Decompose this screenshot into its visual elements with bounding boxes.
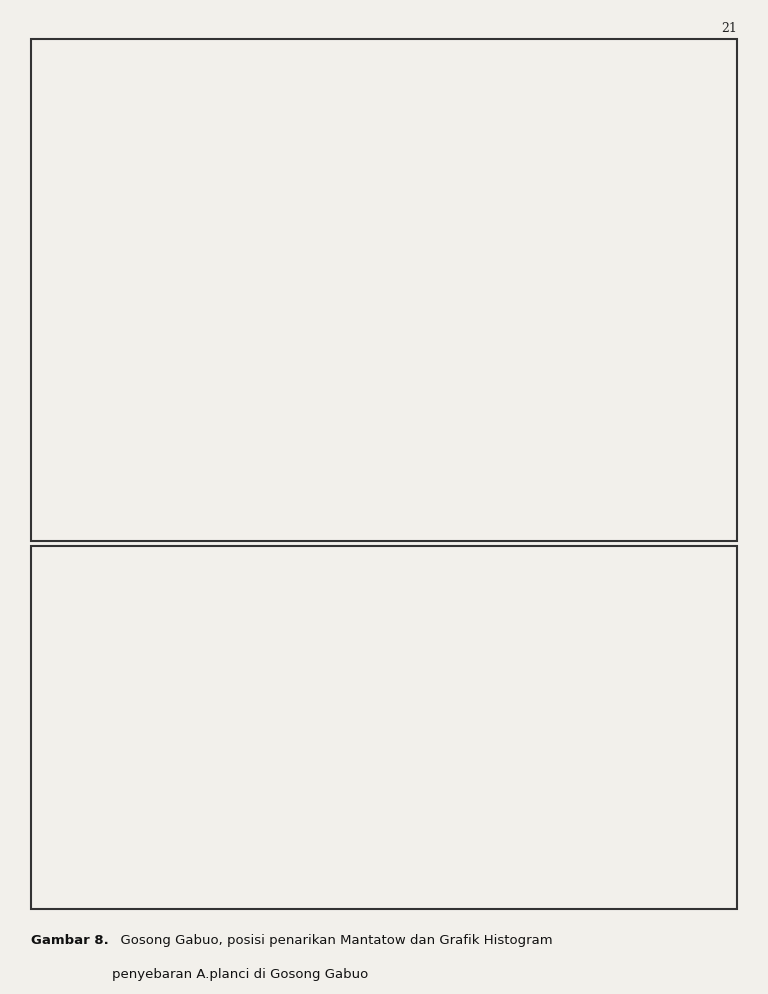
Text: GABUO: GABUO [223,309,263,319]
Text: 2: 2 [335,413,341,422]
Bar [184,618,220,840]
Text: penyebaran A.planci di Gosong Gabuo: penyebaran A.planci di Gosong Gabuo [112,966,368,980]
Bar [350,745,387,840]
Text: C: C [601,111,618,133]
Text: 1  -  9: 1 - 9 [73,533,121,543]
Text: : POSISI PENARIKAN MANTATOW: : POSISI PENARIKAN MANTATOW [169,533,351,543]
Text: di Gosong Gabuo: di Gosong Gabuo [275,554,423,572]
Text: A.planci: A.planci [177,554,243,572]
Polygon shape [127,124,334,460]
Text: 1: 1 [281,104,287,114]
Bar [223,387,315,448]
Polygon shape [482,40,737,542]
Text: BUNG HATTA: BUNG HATTA [473,203,535,213]
Bar [31,547,737,910]
Text: penyebaran: penyebaran [66,554,170,572]
Legend: COT: COT [558,592,624,616]
Text: u: u [339,309,345,319]
Text: l: l [114,175,117,185]
Bar [573,714,609,840]
Bar [619,211,728,317]
Text: LAP.: LAP. [659,223,687,236]
Text: 9: 9 [220,470,226,481]
Bar [169,400,223,448]
Polygon shape [215,295,334,412]
Text: UNIVERSITAS: UNIVERSITAS [473,174,541,184]
Text: : LOKASI  STASIUN: : LOKASI STASIUN [169,506,283,516]
Text: 4: 4 [112,431,118,441]
Bar [240,776,276,840]
Bar [406,650,442,840]
Bar [128,586,164,840]
Text: BO: BO [662,257,685,271]
Text: KELILING GOSONG : ± 194 M: KELILING GOSONG : ± 194 M [73,527,242,537]
Text: LA: LA [664,295,684,309]
Text: 21: 21 [721,22,737,35]
Polygon shape [215,130,284,295]
Text: 5: 5 [312,458,318,468]
X-axis label: Nomor Manta-Tow: Nomor Manta-Tow [310,869,428,882]
Text: : PECAHAN OMBAK: : PECAHAN OMBAK [169,521,270,531]
Text: GS: GS [180,309,196,319]
Bar [559,98,660,146]
Bar [31,40,737,542]
Bar [546,87,683,158]
Text: Gosong Gabuo, posisi penarikan Mantatow dan Grafik Histogram: Gosong Gabuo, posisi penarikan Mantatow … [112,933,553,946]
Text: 7: 7 [112,364,118,374]
Y-axis label: Jumlah Individu: Jumlah Individu [71,665,84,761]
Bar [73,507,98,516]
Text: 3: 3 [331,248,337,257]
Text: Gambar 8.: Gambar 8. [31,933,108,946]
Bar [295,808,331,840]
Text: c: c [113,278,118,288]
Text: KETERANGAN :: KETERANGAN : [73,491,163,504]
